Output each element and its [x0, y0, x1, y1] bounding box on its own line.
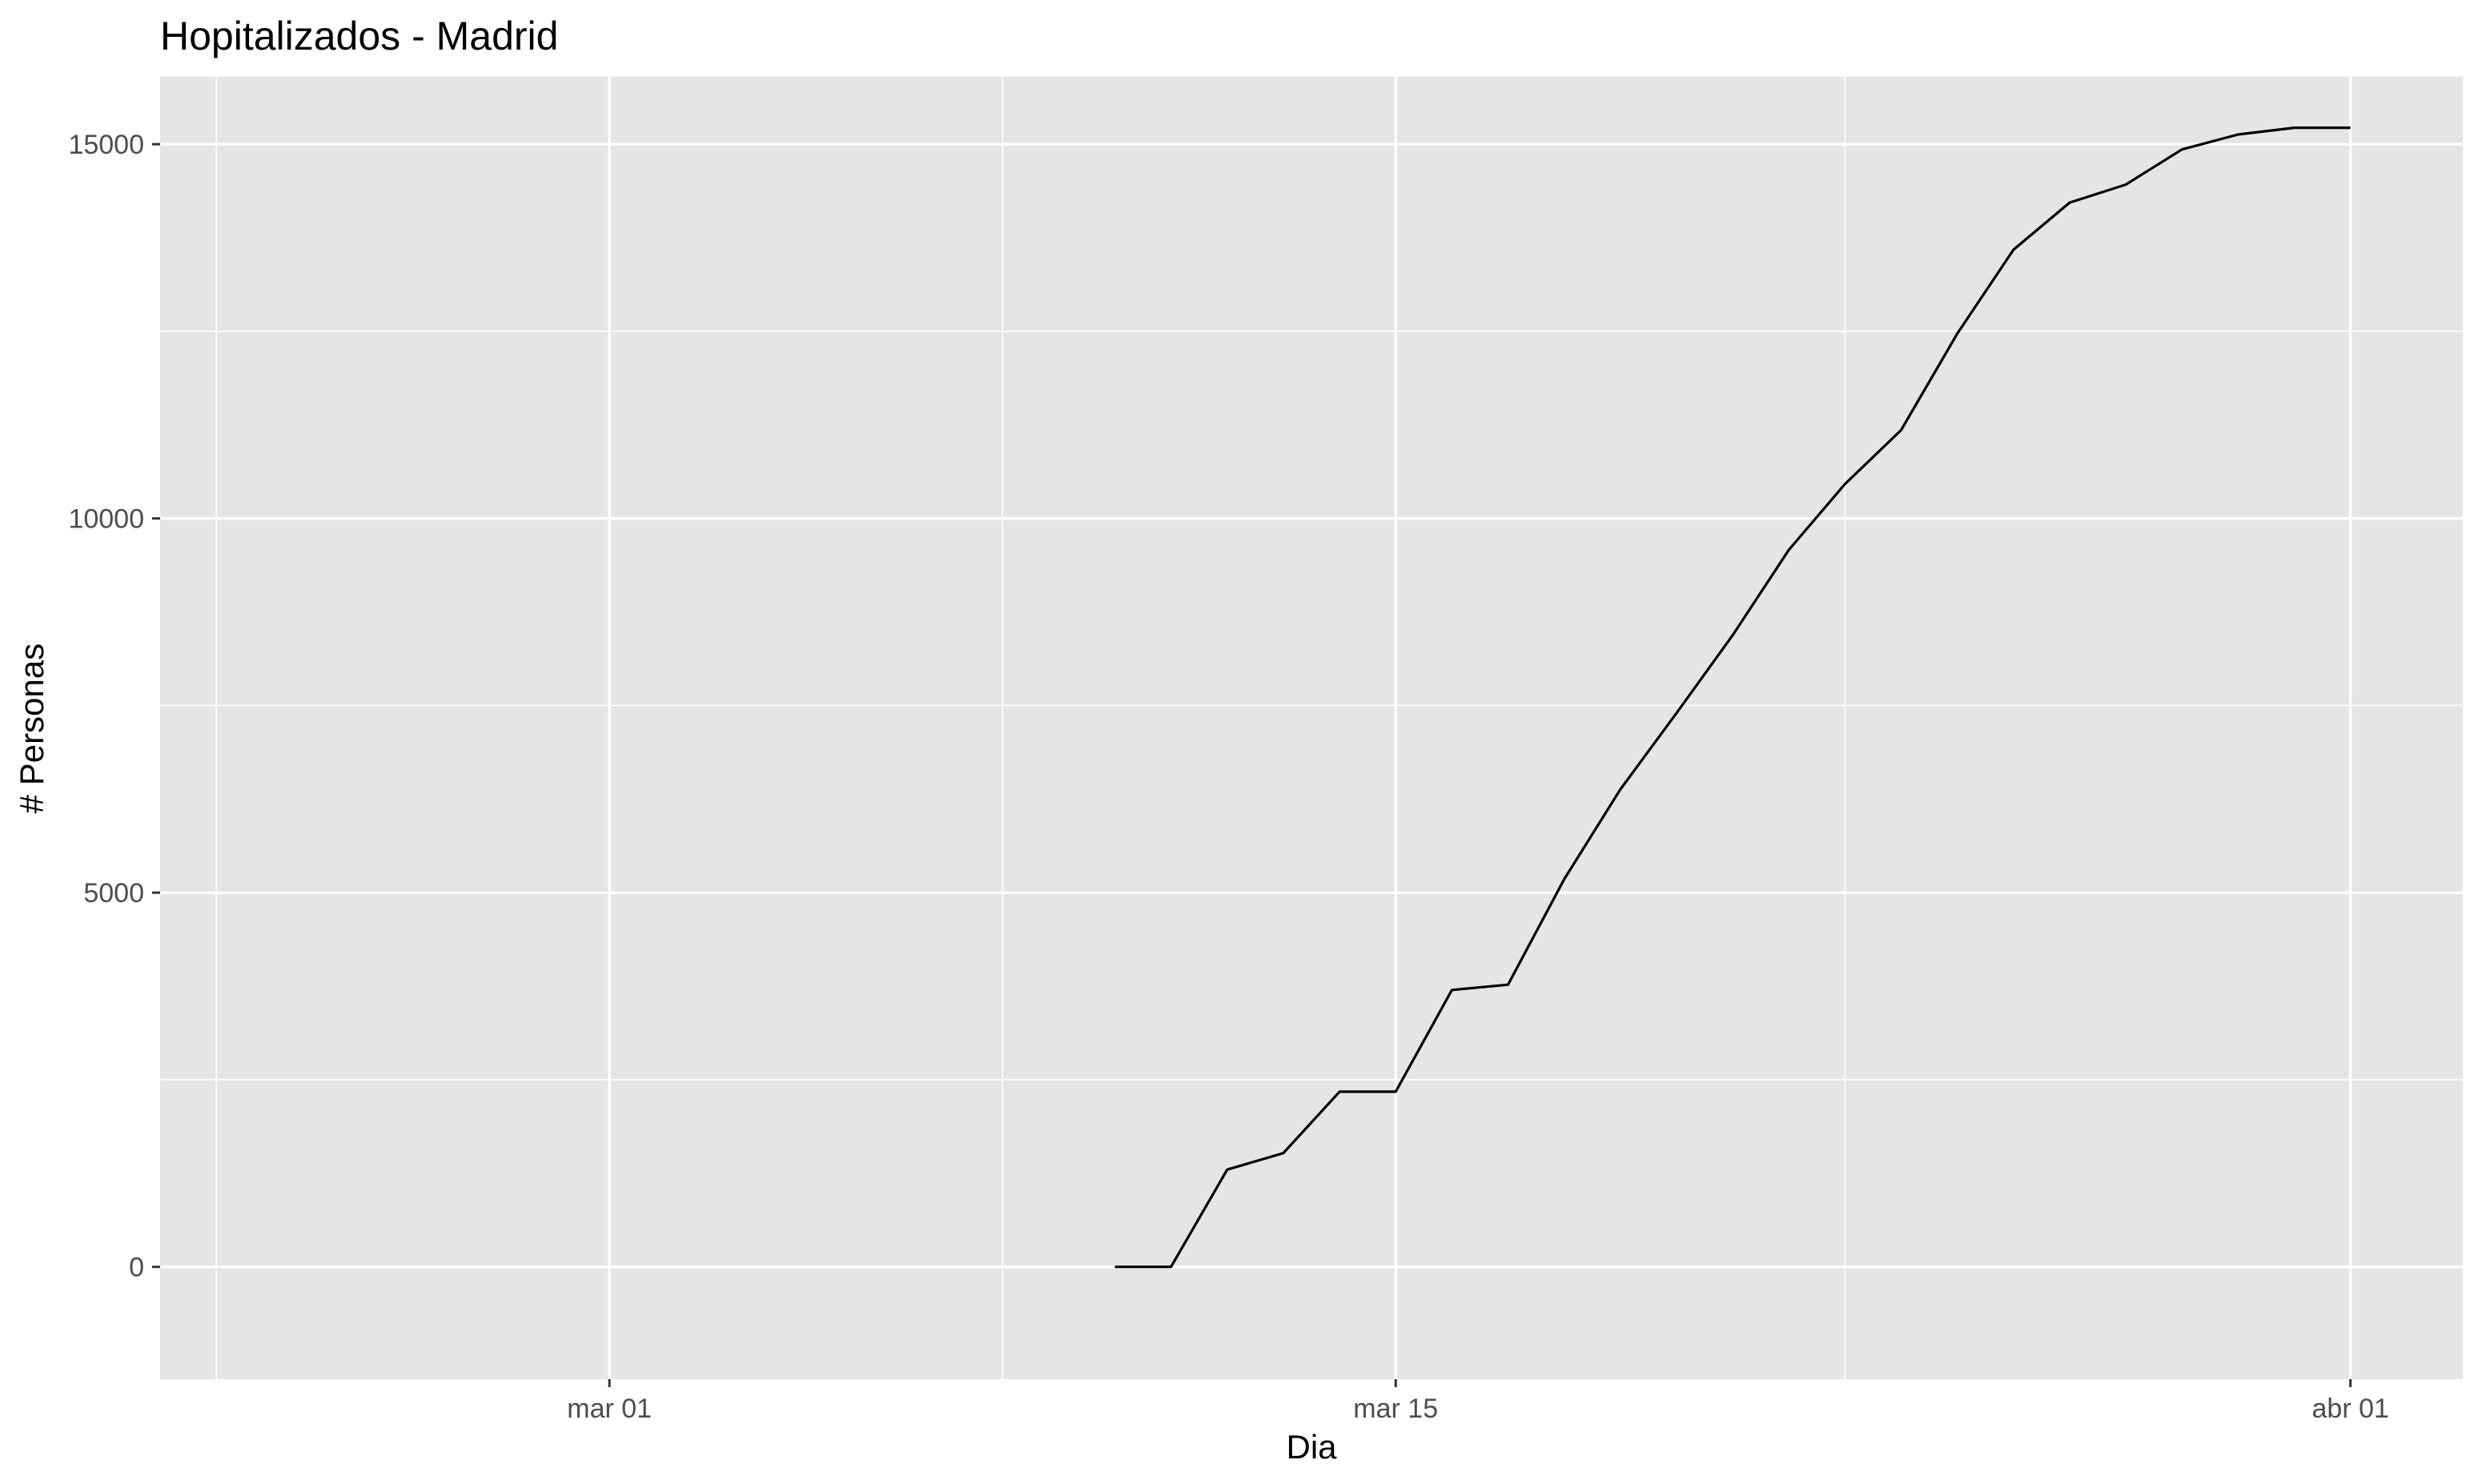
series-line	[1114, 126, 2351, 1269]
major-grid-horizontal	[160, 142, 2463, 1269]
x-axis-title: Dia	[1286, 1428, 1337, 1466]
minor-grid-vertical	[215, 77, 1846, 1379]
series-layer	[1114, 126, 2351, 1269]
y-tick-label: 10000	[68, 504, 144, 535]
y-tick-label: 0	[129, 1253, 144, 1283]
plot-panel	[160, 77, 2463, 1379]
y-tick-label: 5000	[83, 878, 144, 908]
y-axis-title: # Personas	[13, 644, 50, 813]
minor-grid-horizontal	[160, 331, 2463, 1081]
y-tick-label: 15000	[68, 130, 144, 160]
x-tick-label: abr 01	[2312, 1394, 2389, 1424]
x-tick-label: mar 01	[567, 1394, 652, 1424]
x-tick-label: mar 15	[1353, 1394, 1438, 1424]
y-axis: 0 5000 10000 15000	[68, 130, 160, 1283]
chart-title: Hopitalizados - Madrid	[160, 14, 558, 58]
major-grid-vertical	[608, 77, 2352, 1379]
x-axis: mar 01 mar 15 abr 01	[567, 1379, 2389, 1424]
